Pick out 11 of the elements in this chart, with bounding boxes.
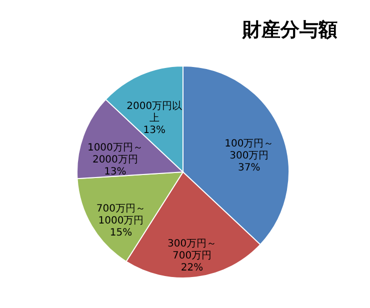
slice-label: 100万円～300万円 [224,138,274,162]
data-label: 15% [110,228,132,239]
slice-label: 300万円～700万円 [167,238,217,262]
data-label: 22% [180,262,204,274]
data-label: 13% [104,166,126,178]
slice-label: 2000万円以上 [126,100,182,124]
data-label: 37% [238,162,260,174]
chart-title: 財産分与額 [242,19,338,41]
slice-label: 700万円～1000万円 [96,204,146,227]
data-label: 13% [143,124,166,136]
slice-label: 1000万円～2000万円 [87,142,143,166]
